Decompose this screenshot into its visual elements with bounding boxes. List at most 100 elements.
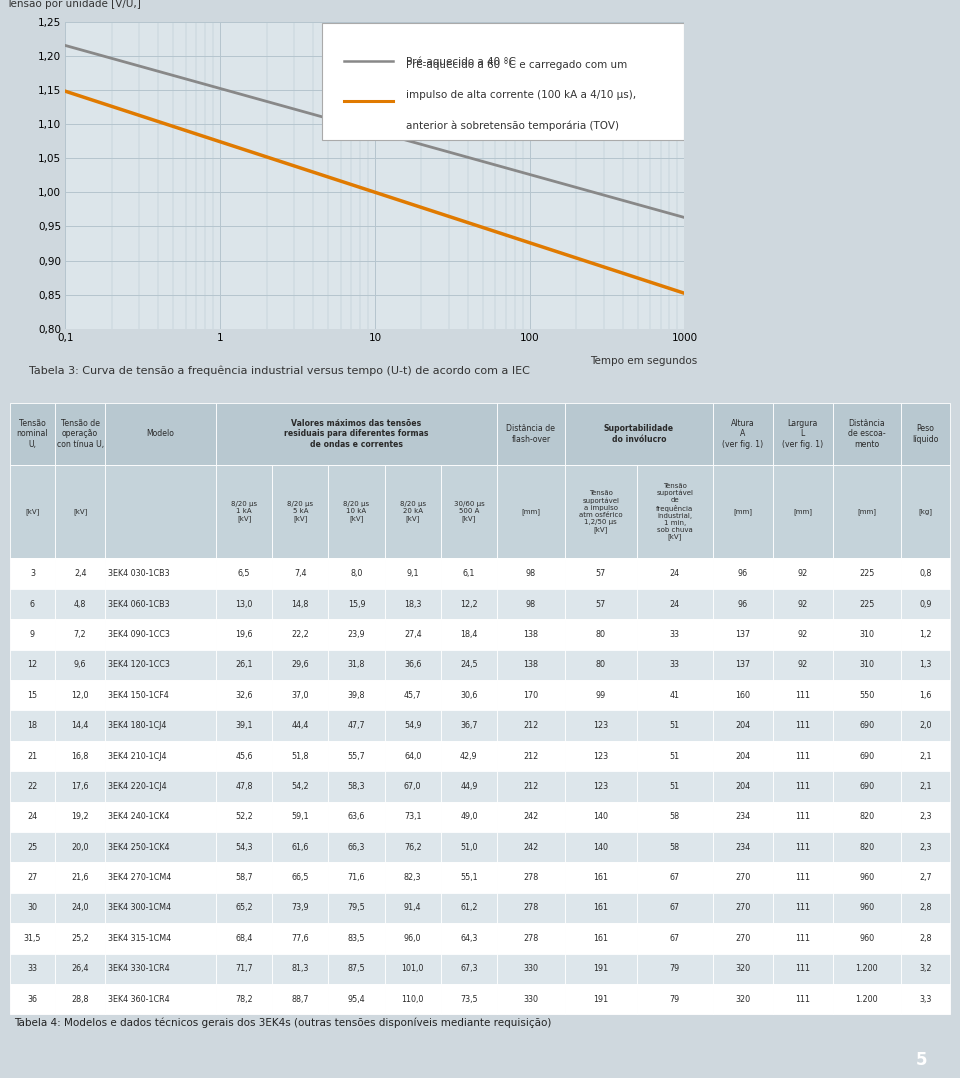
Text: 82,3: 82,3 <box>404 873 421 882</box>
Text: 27: 27 <box>27 873 37 882</box>
Text: 0,8: 0,8 <box>920 569 932 578</box>
Text: 39,8: 39,8 <box>348 691 365 700</box>
Bar <box>497 771 564 802</box>
Bar <box>832 862 900 893</box>
Bar <box>441 465 497 558</box>
Text: 88,7: 88,7 <box>292 995 309 1004</box>
Bar <box>56 862 105 893</box>
Bar <box>832 802 900 832</box>
Bar <box>328 558 385 589</box>
Bar <box>273 558 328 589</box>
Bar <box>636 710 712 741</box>
Text: 33: 33 <box>28 965 37 973</box>
Bar <box>216 465 273 558</box>
Bar <box>216 558 273 589</box>
Bar <box>56 465 105 558</box>
Bar <box>216 832 273 862</box>
Text: impulso de alta corrente (100 kA a 4/10 µs),: impulso de alta corrente (100 kA a 4/10 … <box>406 91 636 100</box>
Bar <box>832 558 900 589</box>
Text: Altura
A
(ver fig. 1): Altura A (ver fig. 1) <box>722 419 763 448</box>
Text: 278: 278 <box>523 934 539 943</box>
Text: 204: 204 <box>735 782 750 791</box>
Text: 67: 67 <box>670 873 680 882</box>
Bar <box>636 741 712 771</box>
Bar <box>564 923 636 954</box>
Bar <box>105 802 216 832</box>
Bar <box>636 984 712 1014</box>
Text: 123: 123 <box>593 782 609 791</box>
Bar <box>56 558 105 589</box>
Text: 66,5: 66,5 <box>292 873 309 882</box>
Bar <box>636 954 712 984</box>
Bar <box>56 619 105 650</box>
Bar <box>385 741 441 771</box>
Bar <box>773 862 832 893</box>
Bar <box>385 680 441 710</box>
Bar <box>497 741 564 771</box>
Bar <box>56 984 105 1014</box>
Text: 12,2: 12,2 <box>460 599 478 608</box>
Bar <box>564 558 636 589</box>
Text: 270: 270 <box>735 873 751 882</box>
Text: 55,1: 55,1 <box>460 873 478 882</box>
Text: Tabela 4: Modelos e dados técnicos gerais dos 3EK4s (outras tensões disponíveis : Tabela 4: Modelos e dados técnicos gerai… <box>14 1018 552 1028</box>
Bar <box>216 771 273 802</box>
Bar <box>273 589 328 619</box>
Text: 3EK4 270-1CM4: 3EK4 270-1CM4 <box>108 873 171 882</box>
Text: 18,4: 18,4 <box>460 630 477 639</box>
Bar <box>10 589 56 619</box>
Bar <box>712 954 773 984</box>
Text: 2,3: 2,3 <box>920 843 932 852</box>
Bar <box>441 802 497 832</box>
Bar <box>385 802 441 832</box>
Text: 73,5: 73,5 <box>460 995 478 1004</box>
Bar <box>497 802 564 832</box>
Text: 41: 41 <box>670 691 680 700</box>
Text: 9: 9 <box>30 630 35 639</box>
Bar <box>636 893 712 923</box>
Bar <box>773 680 832 710</box>
Bar <box>773 771 832 802</box>
Bar <box>636 923 712 954</box>
Text: 63,6: 63,6 <box>348 813 365 821</box>
Text: 92: 92 <box>798 630 808 639</box>
Bar <box>773 558 832 589</box>
Bar <box>56 650 105 680</box>
Text: 15: 15 <box>28 691 37 700</box>
Bar <box>564 893 636 923</box>
Text: 278: 278 <box>523 903 539 912</box>
Bar <box>636 558 712 589</box>
Text: 19,2: 19,2 <box>71 813 89 821</box>
Text: 44,4: 44,4 <box>292 721 309 730</box>
Bar <box>273 741 328 771</box>
Text: 98: 98 <box>526 599 536 608</box>
Text: 45,6: 45,6 <box>235 751 252 760</box>
Text: 17,6: 17,6 <box>71 782 89 791</box>
Bar <box>564 680 636 710</box>
Text: 54,3: 54,3 <box>235 843 252 852</box>
Bar <box>56 403 105 465</box>
Bar <box>273 619 328 650</box>
Text: 24,5: 24,5 <box>460 661 478 669</box>
Bar <box>10 923 56 954</box>
Bar <box>497 619 564 650</box>
Text: 278: 278 <box>523 873 539 882</box>
Bar <box>636 832 712 862</box>
Bar <box>105 893 216 923</box>
Bar <box>712 893 773 923</box>
Bar <box>105 923 216 954</box>
Bar <box>564 741 636 771</box>
Text: 71,6: 71,6 <box>348 873 365 882</box>
Text: 14,8: 14,8 <box>292 599 309 608</box>
Text: 3EK4 220-1CJ4: 3EK4 220-1CJ4 <box>108 782 166 791</box>
Bar <box>636 771 712 802</box>
Bar <box>441 650 497 680</box>
Text: 55,7: 55,7 <box>348 751 366 760</box>
Text: 330: 330 <box>523 965 539 973</box>
Bar <box>56 710 105 741</box>
Text: 42,9: 42,9 <box>460 751 478 760</box>
Bar <box>328 893 385 923</box>
Text: 59,1: 59,1 <box>292 813 309 821</box>
Text: 79,5: 79,5 <box>348 903 366 912</box>
Bar <box>497 954 564 984</box>
